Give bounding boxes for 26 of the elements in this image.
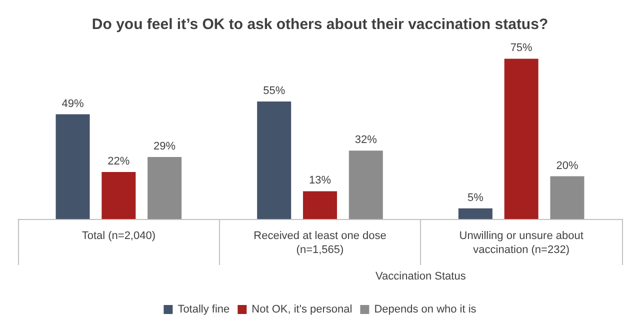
x-tick-label: Total (n=2,040) <box>82 230 156 242</box>
bar <box>56 114 90 219</box>
legend-label: Depends on who it is <box>374 304 477 316</box>
chart-title: Do you feel it’s OK to ask others about their vaccination status? <box>92 16 548 33</box>
bar <box>550 176 584 219</box>
bar <box>303 191 337 219</box>
data-label: 75% <box>510 42 533 54</box>
bar <box>148 157 182 219</box>
legend-label: Totally fine <box>178 304 230 316</box>
text: Vaccination Status <box>376 270 466 282</box>
legend-label: Not OK, it's personal <box>252 304 352 316</box>
bar <box>348 150 383 219</box>
bar <box>102 172 136 219</box>
data-label: 49% <box>62 98 84 110</box>
data-label: 32% <box>354 134 378 146</box>
x-tick-label: Received at least one dose (n=1,565) <box>254 230 386 256</box>
data-label: 22% <box>108 155 130 168</box>
data-label: 29% <box>154 140 176 153</box>
data-label: 5% <box>467 192 484 204</box>
bar <box>504 58 538 219</box>
x-tick-label: Unwilling or unsure about vaccination (n=232) <box>459 230 584 256</box>
data-label: 20% <box>556 160 578 172</box>
data-label: 55% <box>263 84 286 97</box>
bar <box>257 101 292 219</box>
data-label: 13% <box>308 174 332 187</box>
bar <box>458 208 492 219</box>
